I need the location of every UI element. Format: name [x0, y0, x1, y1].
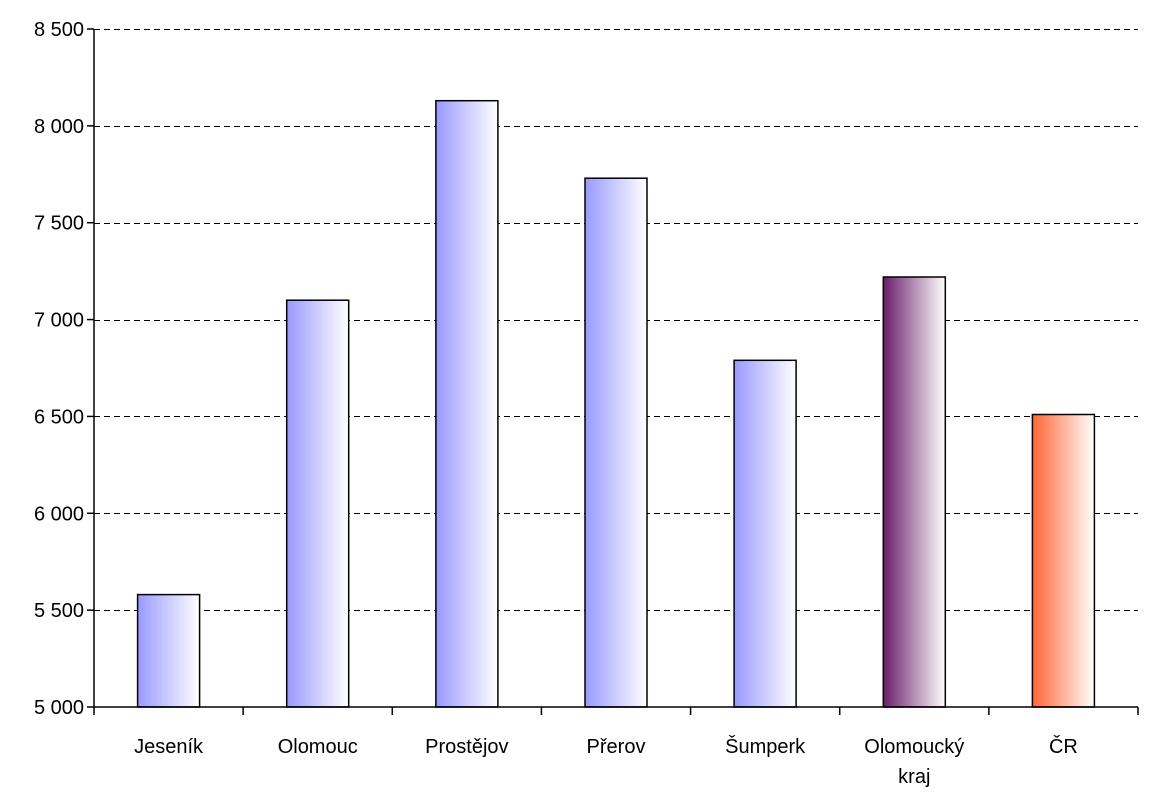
bar	[435, 99, 499, 708]
y-tick-label: 7 000	[34, 310, 84, 332]
y-tick-label: 8 500	[34, 19, 84, 41]
x-tick-label: Přerov	[587, 736, 646, 758]
bar	[285, 299, 350, 708]
y-tick-label: 6 000	[34, 503, 84, 525]
x-tick-label: Olomouc	[278, 736, 358, 758]
bar	[1031, 413, 1096, 708]
x-tick-label: Prostějov	[425, 736, 508, 758]
y-tick-label: 7 500	[34, 213, 84, 235]
x-tick-label: Šumperk	[725, 735, 806, 758]
axes	[87, 28, 1139, 715]
bars	[136, 99, 1096, 708]
x-tick-label: Olomoucký kraj	[864, 736, 964, 788]
y-tick-label: 5 500	[34, 600, 84, 622]
bar	[733, 359, 797, 708]
y-tick-labels: 5 000 5 500 6 000 6 500 7 000 7 500 8 000 8 500	[34, 19, 84, 719]
y-tick-label: 8 000	[34, 116, 84, 138]
x-tick-labels: Jeseník Olomouc Prostějov Přerov Šumperk Olom…	[134, 735, 1078, 788]
y-tick-label: 5 000	[34, 697, 84, 719]
bar	[136, 593, 201, 708]
bar	[584, 177, 648, 708]
x-tick-label: Jeseník	[134, 736, 204, 758]
x-tick-label: ČR	[1049, 735, 1078, 758]
y-tick-label: 6 500	[34, 406, 84, 428]
bar	[882, 276, 947, 708]
